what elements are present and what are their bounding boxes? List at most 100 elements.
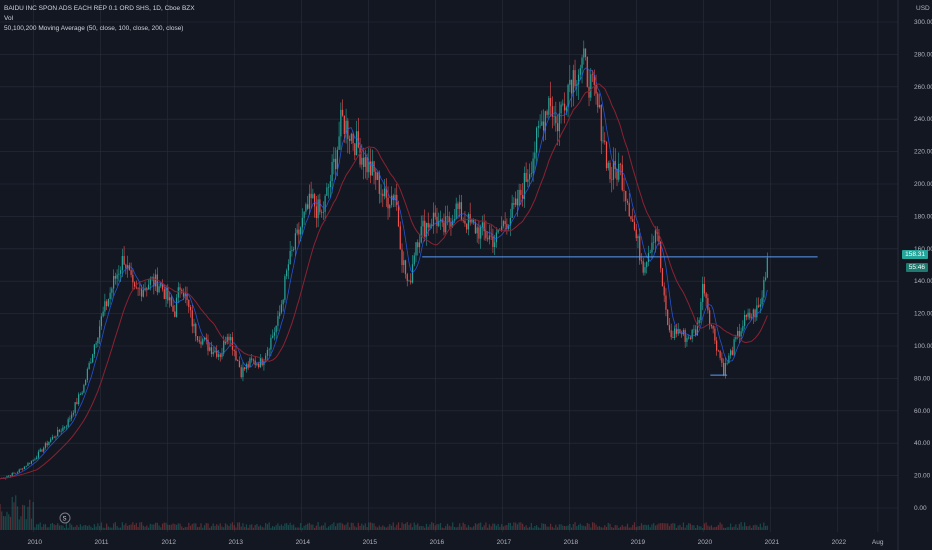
candle-body: [18, 469, 20, 473]
moving-average-200-line: [0, 83, 768, 480]
volume-bar: [560, 524, 562, 530]
volume-bar: [219, 523, 221, 530]
volume-bar: [142, 525, 144, 530]
volume-bar: [6, 511, 8, 530]
volume-bar: [640, 523, 643, 530]
candle-body: [665, 295, 667, 310]
candle-body: [408, 280, 410, 282]
volume-bar: [705, 522, 707, 530]
volume-bar: [41, 526, 43, 530]
volume-bar: [616, 525, 618, 530]
candle-body: [44, 443, 47, 448]
candle-body: [354, 143, 356, 156]
volume-bar: [745, 526, 747, 530]
candle-body: [717, 350, 719, 352]
volume-bar: [340, 522, 342, 530]
candle-body: [579, 68, 581, 75]
volume-bar: [504, 525, 506, 530]
volume-bar: [327, 526, 330, 530]
candle-body: [700, 301, 702, 321]
candle-body: [207, 339, 209, 351]
volume-bar: [757, 526, 760, 530]
x-tick-label: 2018: [564, 539, 579, 546]
y-tick-label: 100.00: [914, 343, 932, 350]
volume-bar: [146, 525, 148, 530]
volume-bar: [354, 526, 356, 530]
volume-bar: [731, 527, 733, 530]
volume-bar: [418, 526, 421, 530]
volume-bar: [39, 522, 41, 530]
y-tick-label: 200.00: [914, 181, 932, 188]
candle-body: [633, 221, 636, 230]
candle-body: [392, 195, 394, 201]
candle-body: [714, 328, 716, 341]
symbol-title[interactable]: BAIDU INC SPON ADS EACH REP 0.1 ORD SHS,…: [4, 5, 195, 12]
volume-bar: [198, 526, 200, 530]
candle-body: [83, 384, 85, 393]
candle-body: [640, 260, 643, 262]
volume-bar: [81, 526, 83, 530]
candle-body: [584, 48, 587, 57]
volume-bar: [579, 523, 581, 530]
volume-bar: [113, 523, 115, 530]
candle-body: [429, 224, 431, 228]
candle-body: [406, 274, 408, 281]
candle-body: [390, 195, 393, 206]
volume-indicator-label[interactable]: Vol: [4, 15, 14, 22]
volume-bar: [275, 525, 277, 530]
volume-bar: [242, 523, 244, 530]
candle-body: [352, 133, 354, 144]
volume-bar: [441, 527, 443, 530]
candle-body: [383, 188, 386, 197]
volume-bar: [161, 523, 164, 530]
candle-body: [410, 280, 412, 283]
volume-bar: [717, 524, 719, 530]
volume-bar: [307, 523, 309, 530]
volume-bar: [181, 526, 183, 530]
volume-bar: [375, 526, 377, 530]
volume-bar: [422, 526, 424, 530]
volume-bar: [724, 527, 726, 530]
volume-bar: [663, 523, 665, 530]
candle-body: [121, 256, 123, 271]
volume-bar: [376, 527, 379, 530]
volume-bar: [565, 526, 567, 530]
candle-body: [350, 133, 352, 141]
volume-bar: [303, 525, 305, 530]
candle-body: [50, 439, 52, 442]
candle-body: [743, 315, 746, 326]
candle-body: [436, 216, 438, 226]
volume-bar: [352, 522, 354, 530]
volume-bar: [709, 526, 711, 530]
volume-bar: [217, 525, 220, 530]
y-tick-label: 180.00: [914, 213, 932, 220]
candle-body: [511, 203, 513, 218]
candle-body: [726, 363, 728, 364]
candle-body: [34, 459, 36, 460]
volume-bar: [523, 526, 525, 530]
volume-bar: [707, 525, 709, 530]
candle-body: [39, 449, 41, 452]
candle-body: [513, 203, 515, 205]
volume-bar: [445, 526, 447, 530]
candle-body: [20, 468, 22, 470]
candle-body: [123, 256, 125, 265]
moving-average-indicator-label[interactable]: 50,100,200 Moving Average (50, close, 10…: [4, 25, 184, 32]
volume-bar: [214, 525, 216, 530]
volume-bar: [653, 523, 655, 530]
earnings-marker[interactable]: S: [59, 512, 71, 524]
volume-bar: [614, 525, 616, 530]
volume-bar: [0, 503, 1, 530]
volume-bar: [485, 522, 487, 530]
volume-bar: [380, 527, 382, 530]
volume-bar: [95, 526, 97, 530]
candle-body: [716, 340, 718, 351]
candle-body: [308, 193, 310, 209]
candle-body: [488, 235, 491, 240]
candle-body: [97, 337, 99, 344]
candle-body: [460, 202, 463, 221]
volume-bar: [90, 526, 92, 530]
volume-bar: [305, 524, 307, 530]
candle-body: [265, 355, 267, 362]
